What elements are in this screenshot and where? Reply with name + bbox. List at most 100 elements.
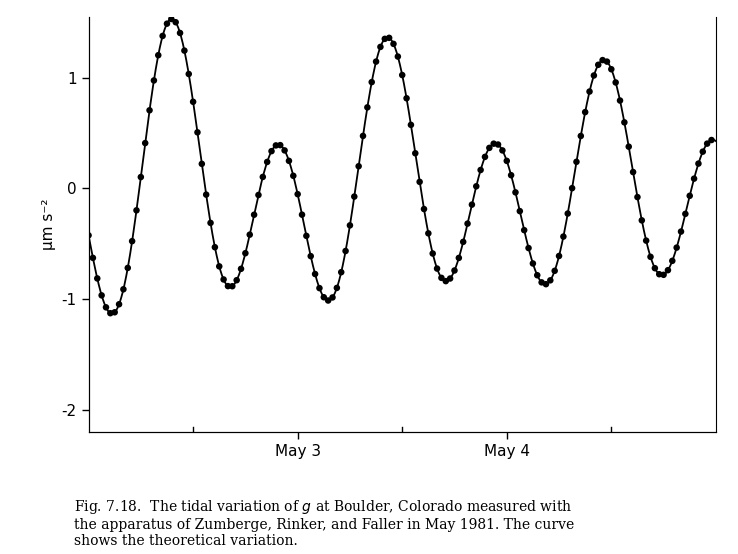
Point bbox=[410, 149, 421, 158]
Point bbox=[557, 232, 569, 241]
Point bbox=[449, 266, 461, 275]
Point bbox=[435, 274, 447, 283]
Point bbox=[362, 103, 373, 112]
Point bbox=[300, 232, 312, 240]
Point bbox=[266, 147, 277, 156]
Point bbox=[252, 191, 264, 199]
Point bbox=[144, 106, 156, 115]
Point bbox=[623, 142, 635, 151]
Point bbox=[566, 184, 578, 193]
Point bbox=[131, 206, 142, 215]
Text: Fig. 7.18.  The tidal variation of $g$ at Boulder, Colorado measured with
the ap: Fig. 7.18. The tidal variation of $g$ at… bbox=[74, 498, 574, 548]
Point bbox=[335, 268, 347, 276]
Point bbox=[605, 65, 617, 74]
Point bbox=[706, 136, 717, 145]
Point bbox=[636, 216, 648, 225]
Point bbox=[570, 157, 582, 166]
Point bbox=[96, 291, 108, 300]
Point bbox=[174, 29, 186, 38]
Point bbox=[83, 231, 94, 240]
Point bbox=[440, 276, 452, 285]
Point bbox=[427, 249, 438, 258]
Point bbox=[192, 128, 204, 137]
Point bbox=[327, 293, 339, 302]
Point bbox=[444, 274, 456, 283]
Point bbox=[479, 152, 491, 161]
Point bbox=[514, 207, 525, 216]
Point bbox=[540, 280, 552, 289]
Point bbox=[697, 147, 708, 156]
Point bbox=[87, 253, 99, 262]
Point bbox=[618, 118, 630, 127]
Point bbox=[305, 252, 317, 260]
Point bbox=[179, 46, 190, 55]
Point bbox=[165, 14, 177, 23]
Point bbox=[509, 188, 521, 197]
Point bbox=[348, 192, 360, 201]
Point bbox=[370, 57, 382, 66]
Point bbox=[292, 189, 303, 198]
Point bbox=[353, 162, 365, 171]
Point bbox=[213, 262, 225, 271]
Point bbox=[649, 264, 661, 273]
Point bbox=[270, 141, 282, 150]
Point bbox=[684, 191, 696, 200]
Point bbox=[475, 166, 486, 175]
Point bbox=[135, 173, 147, 182]
Point bbox=[497, 146, 508, 155]
Point bbox=[148, 76, 160, 85]
Point bbox=[108, 308, 120, 317]
Point bbox=[653, 270, 665, 279]
Point bbox=[553, 252, 565, 260]
Point bbox=[344, 221, 356, 230]
Point bbox=[204, 218, 216, 227]
Point bbox=[231, 276, 243, 285]
Point bbox=[701, 139, 713, 148]
Point bbox=[227, 282, 238, 291]
Point bbox=[588, 71, 600, 80]
Point bbox=[597, 55, 609, 64]
Point bbox=[462, 219, 474, 228]
Point bbox=[309, 270, 321, 279]
Point bbox=[601, 57, 613, 66]
Point bbox=[366, 78, 378, 86]
Point bbox=[527, 259, 539, 268]
Point bbox=[483, 143, 495, 152]
Point bbox=[492, 140, 504, 149]
Point bbox=[688, 174, 700, 183]
Point bbox=[156, 32, 168, 40]
Point bbox=[501, 156, 513, 165]
Point bbox=[117, 285, 129, 294]
Point bbox=[470, 182, 482, 191]
Point bbox=[579, 107, 591, 116]
Point bbox=[222, 281, 234, 290]
Point bbox=[392, 52, 404, 61]
Point bbox=[257, 172, 269, 181]
Y-axis label: μm s⁻²: μm s⁻² bbox=[41, 199, 56, 250]
Point bbox=[287, 171, 299, 180]
Point bbox=[122, 264, 134, 273]
Point bbox=[632, 193, 644, 202]
Point bbox=[387, 39, 399, 48]
Point bbox=[675, 227, 687, 236]
Point bbox=[536, 278, 548, 287]
Point bbox=[584, 87, 596, 96]
Point bbox=[218, 275, 230, 284]
Point bbox=[92, 274, 103, 283]
Point bbox=[458, 238, 469, 247]
Point bbox=[244, 230, 255, 239]
Point bbox=[161, 19, 173, 28]
Point bbox=[531, 271, 543, 280]
Point bbox=[680, 209, 692, 218]
Point bbox=[644, 253, 656, 261]
Point bbox=[261, 157, 273, 166]
Point bbox=[614, 96, 626, 105]
Point bbox=[152, 51, 164, 60]
Point bbox=[200, 190, 212, 199]
Point bbox=[283, 156, 295, 165]
Point bbox=[549, 266, 561, 275]
Point bbox=[431, 264, 443, 273]
Point bbox=[401, 94, 413, 102]
Point bbox=[275, 141, 286, 150]
Point bbox=[318, 293, 330, 302]
